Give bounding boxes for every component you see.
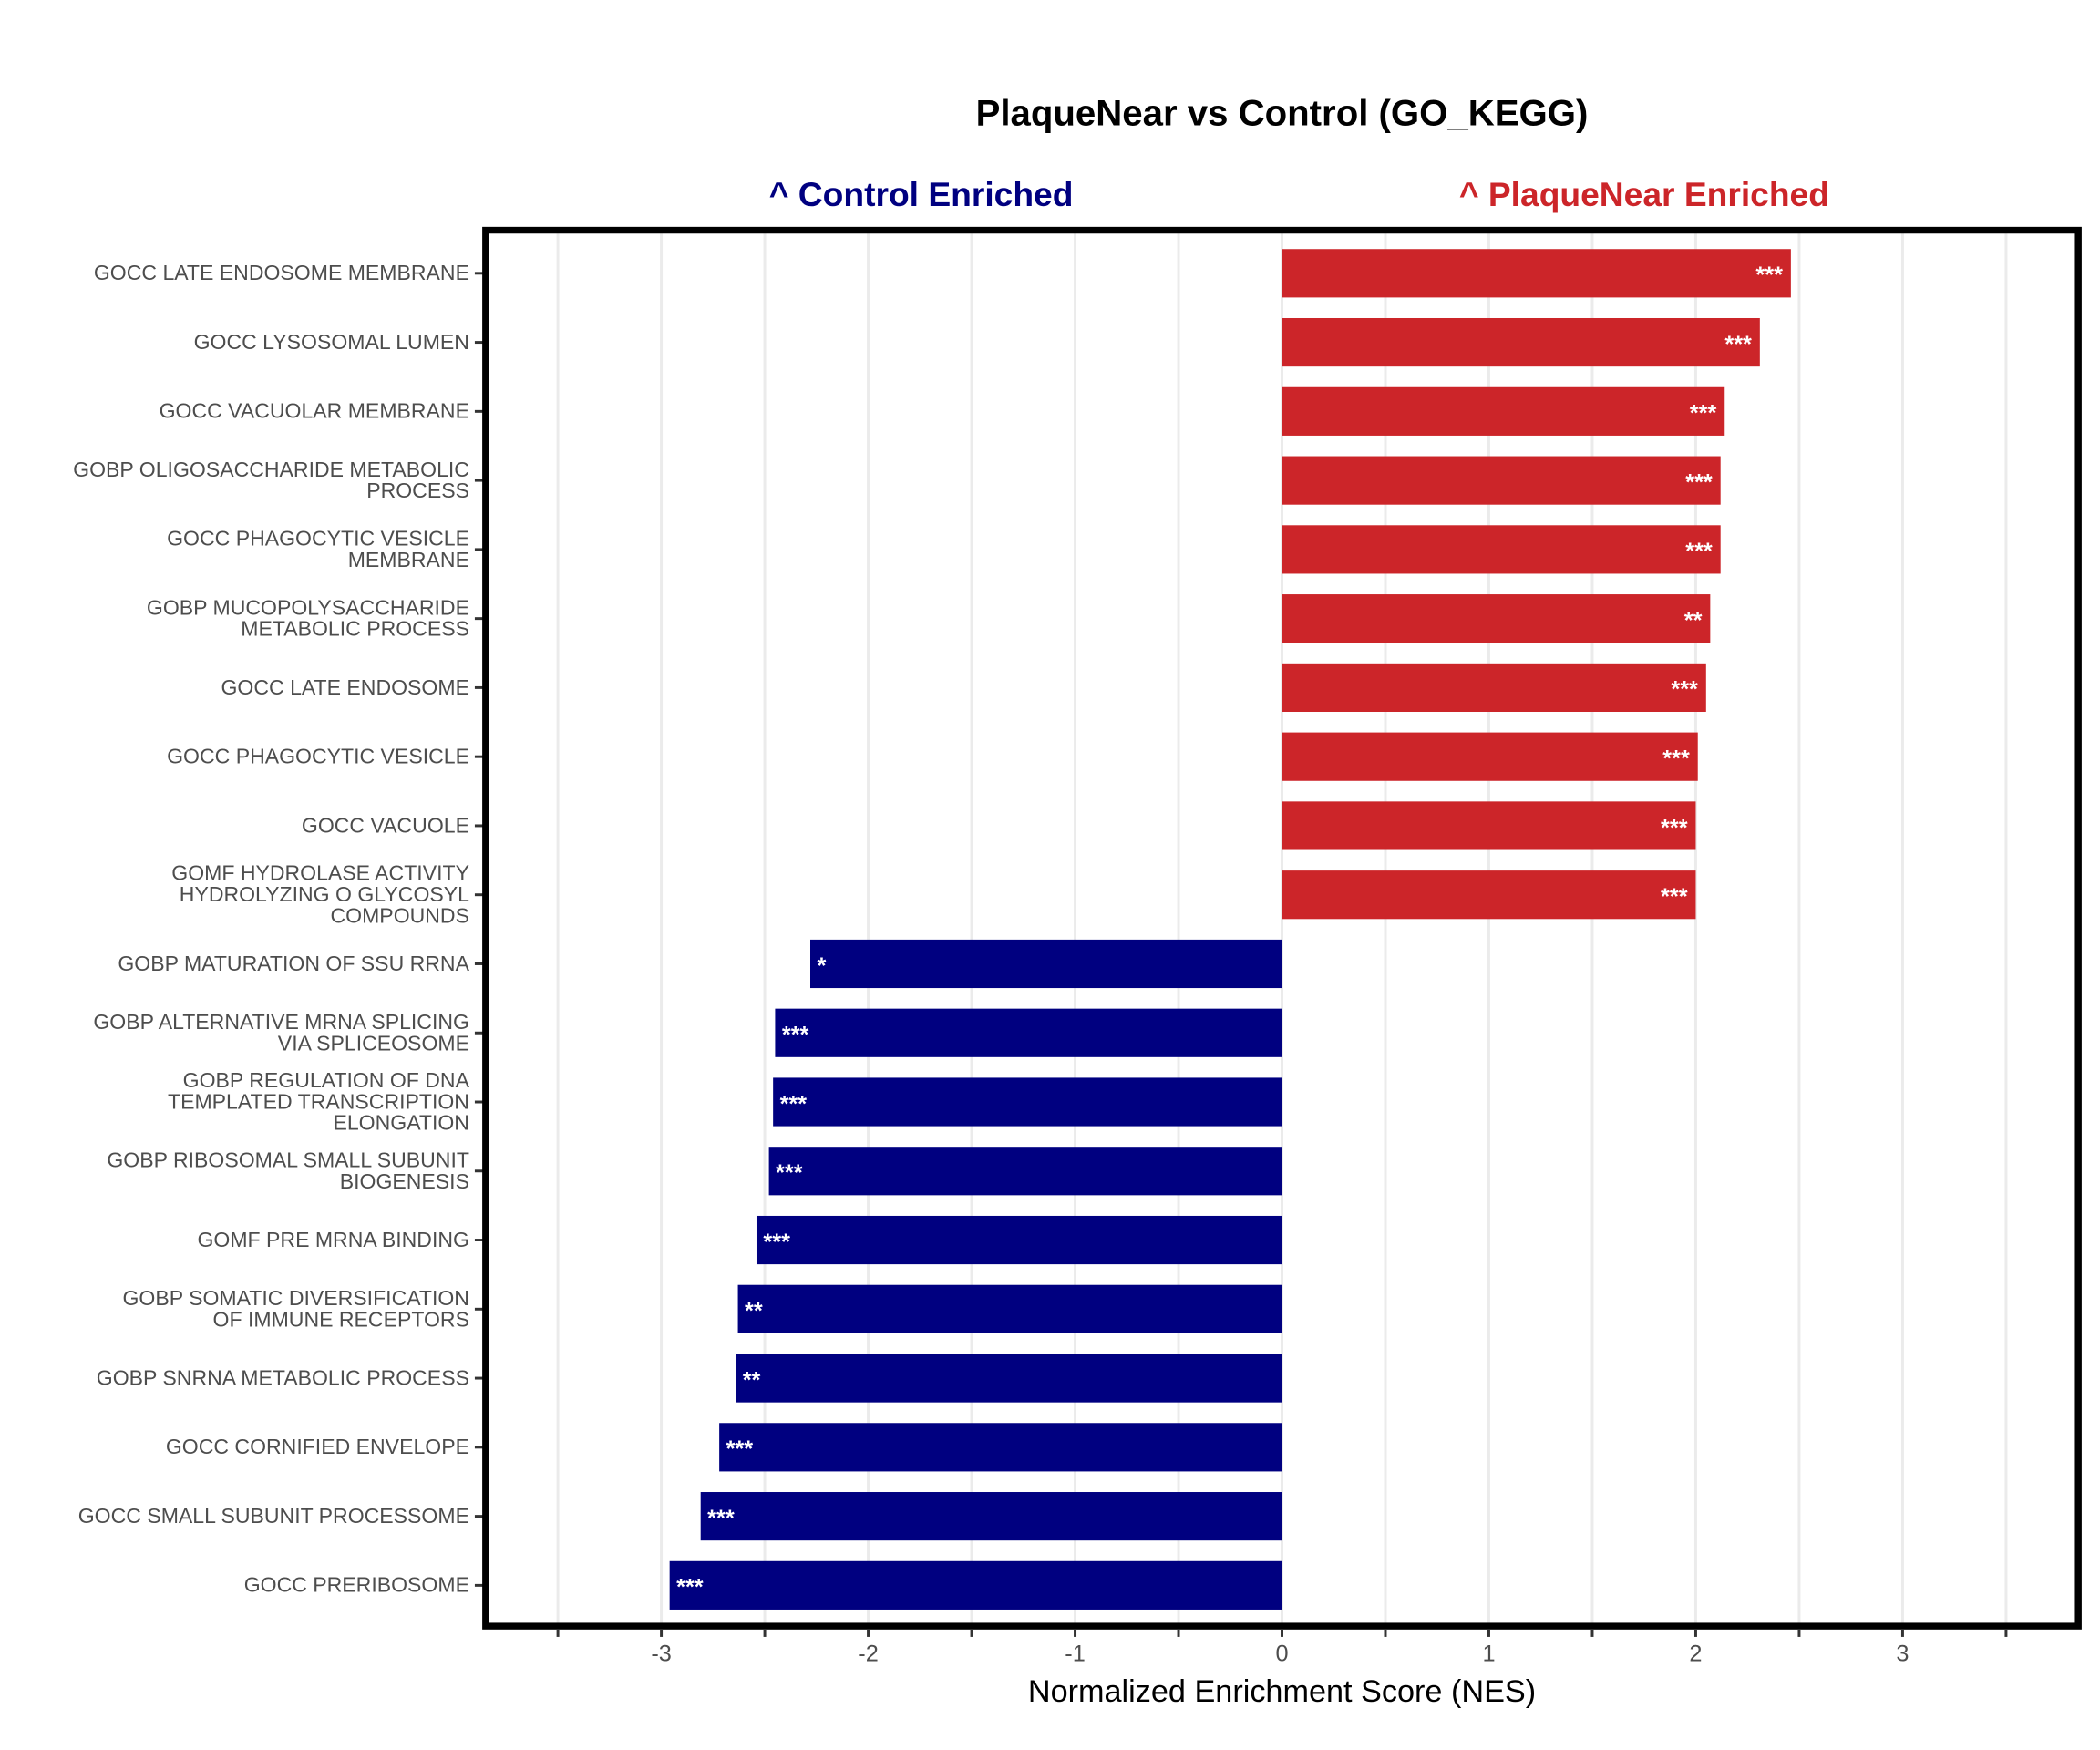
significance-label: ***: [1685, 539, 1713, 564]
bar: [810, 939, 1282, 989]
significance-label: ***: [1690, 401, 1717, 427]
y-tick-label: GOCC LATE ENDOSOME: [221, 675, 469, 699]
significance-label: **: [745, 1299, 763, 1324]
bar: [1282, 870, 1696, 920]
gridlines: [556, 230, 2008, 1627]
x-axis-label: Normalized Enrichment Score (NES): [1028, 1674, 1536, 1709]
y-tick-label: GOCC CORNIFIED ENVELOPE: [166, 1435, 469, 1458]
y-tick-label: GOCC SMALL SUBUNIT PROCESSOME: [78, 1504, 469, 1528]
significance-label: ***: [1755, 262, 1783, 288]
y-tick-label: GOCC LYSOSOMAL LUMEN: [194, 330, 469, 354]
y-tick-label: GOCC VACUOLE: [302, 813, 469, 837]
bar: [773, 1077, 1282, 1127]
significance-label: ***: [726, 1436, 754, 1462]
significance-label: **: [1684, 608, 1703, 633]
y-tick-label: GOBP SNRNA METABOLIC PROCESS: [97, 1366, 469, 1390]
significance-label: ***: [763, 1230, 790, 1255]
y-tick-label: GOCC PRERIBOSOME: [244, 1573, 469, 1597]
bar: [700, 1492, 1282, 1541]
x-tick-label: 3: [1896, 1642, 1909, 1667]
y-tick-label: GOCC PHAGOCYTIC VESICLE: [167, 745, 469, 768]
significance-label: ***: [1661, 815, 1688, 840]
bar: [1282, 386, 1725, 436]
x-tick-label: -3: [651, 1642, 671, 1667]
x-tick-label: -1: [1065, 1642, 1085, 1667]
significance-label: ***: [1724, 332, 1752, 357]
significance-label: ***: [1662, 746, 1690, 772]
bar: [756, 1215, 1282, 1265]
y-tick-label: GOBP SOMATIC DIVERSIFICATION OF IMMUNE RE…: [122, 1286, 468, 1331]
y-tick-label: GOCC LATE ENDOSOME MEMBRANE: [94, 261, 469, 284]
x-tick-label: -2: [858, 1642, 878, 1667]
significance-label: ***: [1671, 677, 1698, 703]
bar: [669, 1560, 1282, 1610]
significance-label: ***: [776, 1160, 803, 1186]
significance-label: ***: [782, 1023, 809, 1048]
x-tick-label: 1: [1482, 1642, 1495, 1667]
bar: [719, 1423, 1282, 1472]
control-enriched-label: ^ Control Enriched: [769, 175, 1074, 213]
y-tick-label: GOMF PRE MRNA BINDING: [197, 1228, 468, 1251]
significance-label: ***: [780, 1091, 808, 1117]
bars: ****************************************…: [669, 249, 1791, 1610]
x-tick-label: 0: [1275, 1642, 1288, 1667]
bar: [1282, 801, 1696, 850]
bar: [1282, 663, 1706, 712]
bar: [1282, 732, 1698, 781]
y-tick-label: GOBP REGULATION OF DNA TEMPLATED TRANSCRI…: [168, 1068, 470, 1135]
bar: [737, 1284, 1282, 1333]
bar: [736, 1354, 1282, 1403]
y-tick-label: GOCC PHAGOCYTIC VESICLE MEMBRANE: [167, 527, 469, 571]
bar: [1282, 249, 1791, 298]
bar: [1282, 594, 1711, 643]
y-tick-label: GOBP MATURATION OF SSU RRNA: [118, 952, 469, 975]
y-tick-label: GOBP RIBOSOMAL SMALL SUBUNIT BIOGENESIS: [107, 1148, 469, 1193]
panel-border: [482, 226, 2082, 1630]
bar: [1282, 525, 1721, 574]
y-tick-label: GOBP MUCOPOLYSACCHARIDE METABOLIC PROCESS: [147, 595, 469, 640]
x-tick-label: 2: [1689, 1642, 1702, 1667]
y-tick-label: GOBP ALTERNATIVE MRNA SPLICING VIA SPLICE…: [93, 1010, 469, 1055]
y-tick-label: GOCC VACUOLAR MEMBRANE: [160, 399, 469, 423]
x-axis: -3 -2 -1 0 1 2 3: [556, 1629, 2008, 1667]
chart-title: PlaqueNear vs Control (GO_KEGG): [976, 93, 1589, 133]
significance-label: ***: [1685, 470, 1713, 496]
y-tick-label: GOBP OLIGOSACCHARIDE METABOLIC PROCESS: [73, 458, 469, 502]
bar: [775, 1008, 1282, 1057]
bar: [1282, 317, 1760, 367]
plaquenear-enriched-label: ^ PlaqueNear Enriched: [1459, 175, 1829, 213]
bar: [1282, 456, 1721, 505]
significance-label: **: [743, 1367, 761, 1393]
significance-label: ***: [707, 1506, 735, 1531]
significance-label: *: [817, 953, 826, 979]
significance-label: ***: [1661, 884, 1688, 910]
y-axis-labels: GOCC LATE ENDOSOME MEMBRANE GOCC LYSOSOMA…: [73, 261, 483, 1597]
significance-label: ***: [676, 1575, 704, 1601]
bar: [768, 1147, 1282, 1196]
y-tick-label: GOMF HYDROLASE ACTIVITY HYDROLYZING O GLY…: [171, 861, 469, 928]
